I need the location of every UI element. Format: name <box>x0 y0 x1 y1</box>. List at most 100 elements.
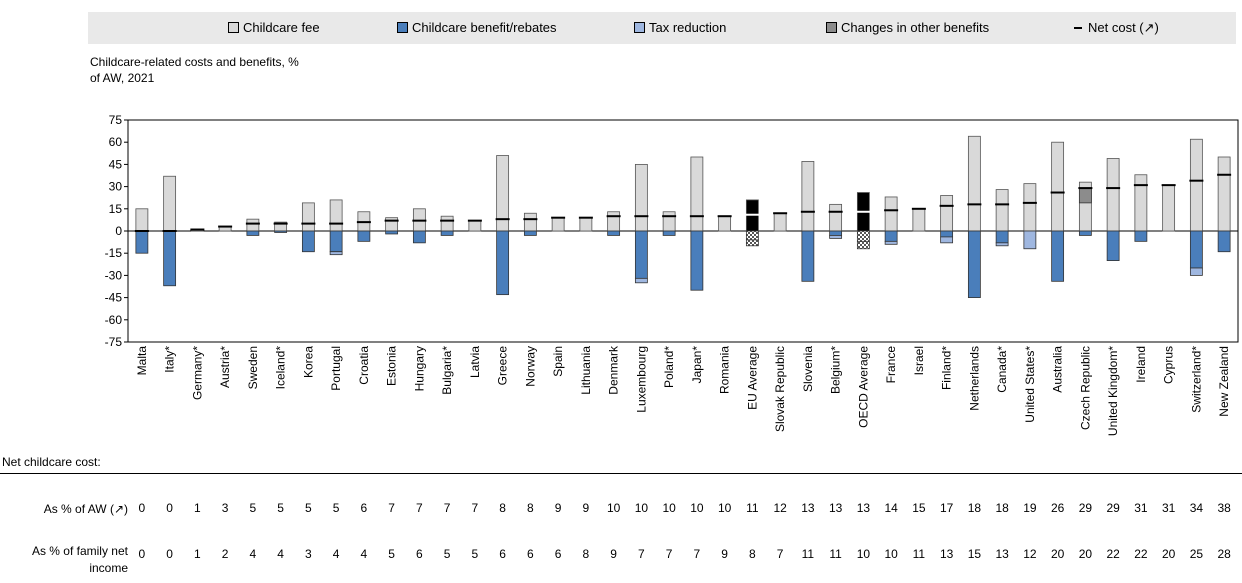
bar-tax <box>329 251 343 256</box>
legend-label-tax: Tax reduction <box>649 20 727 35</box>
bar-benefit <box>385 230 399 235</box>
x-tick-label: United Kingdom* <box>1106 346 1120 436</box>
table-cell-aw: 9 <box>555 501 562 515</box>
bar-tax <box>884 240 898 245</box>
table-cell-income: 20 <box>1051 547 1065 561</box>
table-cell-income: 6 <box>416 547 423 561</box>
table-cell-income: 8 <box>749 547 756 561</box>
table-cell-income: 28 <box>1217 547 1231 561</box>
bar-benefit <box>1106 230 1120 262</box>
bar-tax <box>634 277 648 284</box>
bar-fee <box>801 161 815 232</box>
table-cell-income: 1 <box>194 547 201 561</box>
table-cell-aw: 13 <box>857 501 871 515</box>
bar-benefit <box>745 230 759 241</box>
table-cell-aw: 5 <box>277 501 284 515</box>
bar-other-benefits <box>856 240 870 250</box>
x-tick-label: Australia <box>1051 346 1065 393</box>
bar-benefit <box>884 230 898 242</box>
legend-swatch-net <box>1074 27 1082 29</box>
y-tick-label: 30 <box>109 180 123 194</box>
table-cell-income: 20 <box>1079 547 1093 561</box>
x-tick-label: Latvia <box>468 346 482 378</box>
legend-label-fee: Childcare fee <box>243 20 320 35</box>
bar-fee <box>995 189 1009 232</box>
bar-fee <box>1051 141 1065 232</box>
bar-fee <box>468 220 482 232</box>
table-cell-aw: 10 <box>635 501 649 515</box>
table-cell-income: 10 <box>884 547 898 561</box>
bar-fee <box>579 217 593 232</box>
x-tick-label: Romania <box>718 346 732 394</box>
bar-benefit <box>440 230 454 236</box>
table-cell-income: 11 <box>913 547 926 561</box>
table-cell-aw: 18 <box>995 501 1009 515</box>
table-cell-aw: 5 <box>305 501 312 515</box>
table-cell-aw: 10 <box>718 501 732 515</box>
table-cell-aw: 11 <box>746 501 759 515</box>
bar-fee <box>829 203 843 232</box>
table-cell-income: 11 <box>829 547 842 561</box>
table-cell-income: 20 <box>1162 547 1176 561</box>
table-cell-aw: 26 <box>1051 501 1065 515</box>
x-tick-label: Hungary <box>412 346 426 391</box>
table-cell-aw: 9 <box>583 501 590 515</box>
x-tick-label: Cyprus <box>1162 346 1176 384</box>
table-cell-income: 3 <box>305 547 312 561</box>
bar-fee <box>440 215 454 232</box>
bar-fee <box>1189 138 1203 232</box>
x-tick-label: Denmark <box>607 345 621 395</box>
legend-swatch-tax <box>634 22 645 33</box>
table-cell-income: 25 <box>1190 547 1204 561</box>
x-tick-label: Japan* <box>690 346 704 384</box>
bar-benefit <box>523 230 537 236</box>
bar-benefit <box>496 230 510 296</box>
bar-fee <box>163 175 177 232</box>
bar-fee <box>135 208 149 232</box>
x-tick-label: Malta <box>135 346 149 376</box>
y-tick-label: 75 <box>109 113 123 127</box>
table-cell-aw: 18 <box>968 501 982 515</box>
bar-benefit <box>135 230 149 254</box>
legend-label-other: Changes in other benefits <box>841 20 990 35</box>
y-tick-label: -15 <box>105 246 123 260</box>
bar-benefit <box>163 230 177 287</box>
table-cell-income: 4 <box>250 547 257 561</box>
x-tick-label: Ireland <box>1134 346 1148 383</box>
bar-fee <box>773 212 787 232</box>
bar-other-benefits <box>1078 187 1092 204</box>
table-cell-income: 0 <box>139 547 146 561</box>
table-cell-income: 22 <box>1106 547 1120 561</box>
bar-benefit <box>1217 230 1231 253</box>
x-tick-label: Finland* <box>940 346 954 390</box>
table-cell-aw: 29 <box>1106 501 1120 515</box>
bar-fee <box>1162 184 1176 232</box>
y-tick-label: -45 <box>105 291 123 305</box>
table-cell-income: 7 <box>777 547 784 561</box>
bar-benefit <box>662 230 676 236</box>
table-cell-aw: 17 <box>940 501 954 515</box>
bar-fee <box>967 135 981 232</box>
x-tick-label: Belgium* <box>829 346 843 394</box>
x-tick-label: Bulgaria* <box>440 346 454 395</box>
bar-fee <box>690 156 704 232</box>
table-cell-income: 8 <box>583 547 590 561</box>
bar-fee <box>1217 156 1231 232</box>
table-cell-income: 6 <box>499 547 506 561</box>
x-tick-label: United States* <box>1023 346 1037 423</box>
table-cell-income: 9 <box>721 547 728 561</box>
bar-tax <box>829 235 843 239</box>
bar-fee <box>718 215 732 232</box>
bar-fee <box>246 218 260 232</box>
x-tick-label: Lithuania <box>579 346 593 395</box>
x-tick-label: Canada* <box>995 346 1009 393</box>
table-row-label-aw: As % of AW (↗) <box>43 502 128 516</box>
x-tick-label: Korea <box>301 346 315 378</box>
bar-fee <box>634 163 648 232</box>
y-tick-label: 60 <box>109 135 123 149</box>
table-cell-aw: 7 <box>416 501 423 515</box>
table-cell-aw: 29 <box>1079 501 1093 515</box>
bar-benefit <box>829 230 843 236</box>
table-cell-aw: 12 <box>773 501 787 515</box>
bar-benefit <box>274 230 288 233</box>
